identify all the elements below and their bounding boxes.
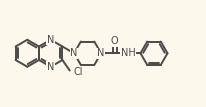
Text: Cl: Cl <box>73 67 83 77</box>
Text: N: N <box>70 48 78 58</box>
Text: O: O <box>111 36 118 46</box>
Text: N: N <box>47 35 54 45</box>
Text: N: N <box>97 48 105 58</box>
Text: NH: NH <box>121 48 136 58</box>
Text: N: N <box>47 62 54 72</box>
